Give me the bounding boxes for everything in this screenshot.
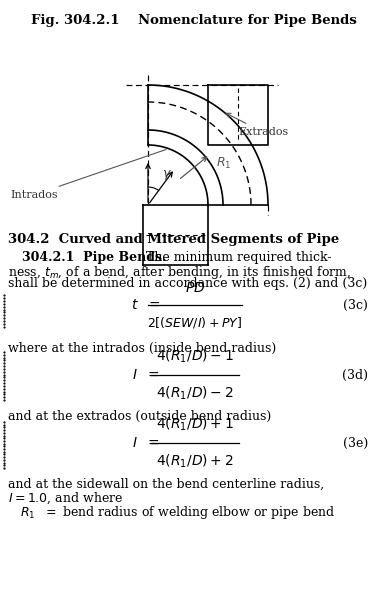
Text: (3d): (3d) — [342, 369, 368, 382]
Text: Intrados: Intrados — [10, 149, 166, 200]
Text: $4(R_1/D) - 1$: $4(R_1/D) - 1$ — [156, 348, 234, 365]
Text: $I\ \ =$: $I\ \ =$ — [132, 368, 160, 382]
Text: Extrados: Extrados — [226, 113, 289, 137]
Text: 304.2  Curved and Mitered Segments of Pipe: 304.2 Curved and Mitered Segments of Pip… — [8, 233, 339, 246]
Text: $R_1\ \ =$ bend radius of welding elbow or pipe bend: $R_1\ \ =$ bend radius of welding elbow … — [20, 504, 335, 521]
Text: and at the sidewall on the bend centerline radius,: and at the sidewall on the bend centerli… — [8, 478, 324, 491]
Text: and at the extrados (outside bend radius): and at the extrados (outside bend radius… — [8, 410, 271, 423]
Text: $4(R_1/D) - 2$: $4(R_1/D) - 2$ — [156, 385, 234, 402]
Text: ness, $t_m$, of a bend, after bending, in its finished form,: ness, $t_m$, of a bend, after bending, i… — [8, 264, 351, 281]
Text: 304.2.1  Pipe Bends.: 304.2.1 Pipe Bends. — [22, 251, 166, 264]
Text: Fig. 304.2.1    Nomenclature for Pipe Bends: Fig. 304.2.1 Nomenclature for Pipe Bends — [31, 14, 357, 27]
Text: shall be determined in accordance with eqs. (2) and (3c): shall be determined in accordance with e… — [8, 277, 367, 290]
Text: (3c): (3c) — [343, 299, 368, 312]
Text: where at the intrados (inside bend radius): where at the intrados (inside bend radiu… — [8, 342, 276, 355]
Text: $I = 1.0$, and where: $I = 1.0$, and where — [8, 491, 123, 506]
Text: $4(R_1/D) + 1$: $4(R_1/D) + 1$ — [156, 415, 234, 433]
Text: $4(R_1/D) + 2$: $4(R_1/D) + 2$ — [156, 453, 234, 470]
Text: (3e): (3e) — [343, 437, 368, 450]
Text: $R_1$: $R_1$ — [216, 156, 231, 171]
Text: $I\ \ =$: $I\ \ =$ — [132, 436, 160, 450]
Text: The minimum required thick-: The minimum required thick- — [138, 251, 331, 264]
Text: $2[(SEW/I) + PY]$: $2[(SEW/I) + PY]$ — [147, 315, 242, 330]
Text: $t\ \ =$: $t\ \ =$ — [131, 298, 160, 312]
Text: $\gamma$: $\gamma$ — [162, 168, 172, 182]
Text: $PD$: $PD$ — [185, 281, 205, 295]
